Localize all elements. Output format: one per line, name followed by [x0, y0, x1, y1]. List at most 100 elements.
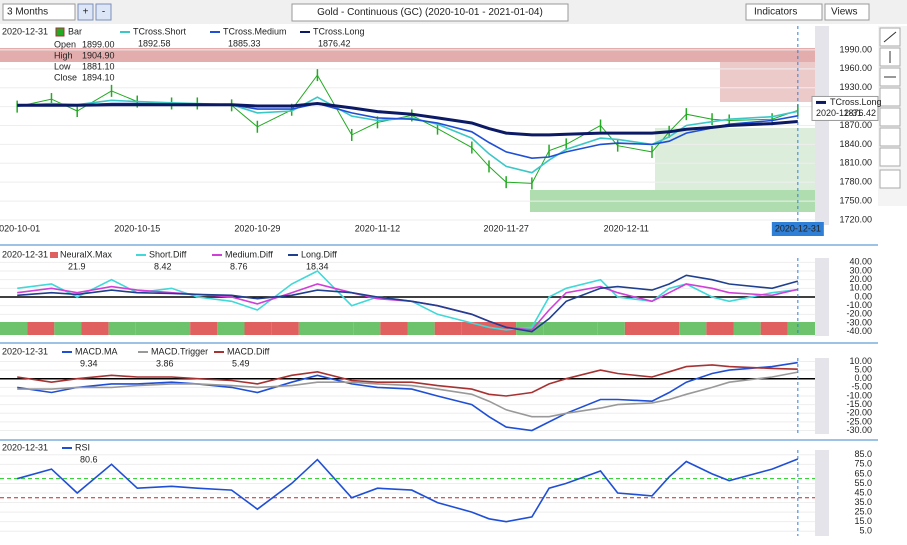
ohlc-name: Close	[54, 72, 77, 82]
cursor-date-box	[771, 222, 824, 236]
legend-value: 9.34	[80, 358, 98, 368]
support-zone	[655, 128, 828, 190]
indicators-label: Indicators	[754, 7, 797, 18]
zoom-out-button[interactable]	[95, 3, 112, 21]
series-line	[17, 361, 798, 432]
title-box	[291, 3, 569, 22]
legend-swatch	[50, 252, 58, 258]
tool-fib[interactable]	[879, 107, 901, 127]
x-tick-label: 2020-10-01	[0, 223, 40, 233]
y-tick-label: -30.00	[846, 425, 872, 435]
legend-name: NeuralX.Max	[60, 249, 113, 259]
y-tick-label: 5.00	[854, 364, 872, 374]
signal-block	[108, 322, 136, 335]
legend-name: MACD.MA	[75, 346, 118, 356]
series-line	[17, 371, 798, 418]
signal-block	[163, 322, 191, 335]
legend-name: MACD.Diff	[227, 346, 270, 356]
x-tick-label: 2020-10-29	[234, 223, 280, 233]
signal-block	[380, 322, 408, 335]
legend-name: Long.Diff	[301, 249, 337, 259]
y-tick-label: 85.0	[854, 449, 872, 459]
ohlc-name: Low	[54, 61, 71, 71]
range-dropdown[interactable]	[2, 3, 76, 21]
tooltip-name: TCross.Long	[830, 97, 882, 107]
y-tick-label: 40.00	[849, 257, 872, 267]
zoom-in-label: +	[83, 7, 89, 18]
ohlc-value: 1899.00	[82, 39, 115, 49]
signal-block	[81, 322, 109, 335]
legend-name: TCross.Medium	[223, 26, 287, 36]
signal-block	[489, 322, 517, 335]
y-tick-label: 1750.00	[839, 195, 872, 205]
y-tick-label: 1990.00	[839, 44, 872, 54]
views-label: Views	[831, 7, 858, 18]
y-tick-label: 1840.00	[839, 139, 872, 149]
signal-block	[624, 322, 652, 335]
signal-block	[679, 322, 707, 335]
legend-value: 8.76	[230, 261, 248, 271]
ohlc-name: High	[54, 50, 73, 60]
y-tick-label: -20.00	[846, 309, 872, 319]
zoom-in-button[interactable]	[77, 3, 94, 21]
tool-measure[interactable]	[879, 127, 901, 147]
signal-block	[570, 322, 598, 335]
y-tick-label: 20.00	[849, 274, 872, 284]
legend-name: Short.Diff	[149, 249, 187, 259]
signal-block	[271, 322, 299, 335]
tool-text[interactable]	[879, 147, 901, 167]
tool-channel[interactable]	[879, 87, 901, 107]
signal-block	[733, 322, 761, 335]
signal-block	[353, 322, 381, 335]
signal-block	[787, 322, 815, 335]
tooltip-value: 1876.42	[843, 108, 876, 118]
y-tick-label: 30.00	[849, 265, 872, 275]
x-tick-label: 2020-11-27	[483, 223, 528, 233]
y-tick-label: 1960.00	[839, 63, 872, 73]
y-tick-label: 15.0	[854, 516, 872, 526]
ohlc-value: 1904.90	[82, 50, 115, 60]
axis-scroll	[815, 26, 829, 225]
y-tick-label: 10.00	[849, 356, 872, 366]
legend-value: 1876.42	[318, 38, 351, 48]
legend-name: Medium.Diff	[225, 249, 273, 259]
legend-value: 1885.33	[228, 38, 261, 48]
legend-name: TCross.Long	[313, 26, 365, 36]
y-tick-label: -15.00	[846, 399, 872, 409]
signal-block	[190, 322, 218, 335]
signal-block	[326, 322, 354, 335]
tool-note[interactable]	[879, 169, 901, 189]
y-tick-label: 0.00	[854, 291, 872, 301]
x-tick-label: 2020-12-11	[604, 223, 649, 233]
legend-date: 2020-12-31	[2, 249, 48, 259]
signal-block	[27, 322, 55, 335]
tooltip	[811, 95, 879, 121]
chart-title: Gold - Continuous (GC) (2020-10-01 - 202…	[317, 7, 543, 18]
y-tick-label: -10.00	[846, 300, 872, 310]
zoom-out-label: -	[102, 7, 105, 18]
y-tick-label: -10.00	[846, 390, 872, 400]
y-tick-label: 25.0	[854, 506, 872, 516]
y-tick-label: 0.00	[854, 373, 872, 383]
signal-block	[0, 322, 28, 335]
legend-value: 8.42	[154, 261, 172, 271]
signal-block	[434, 322, 462, 335]
legend-value: 1892.58	[138, 38, 171, 48]
y-tick-label: 65.0	[854, 468, 872, 478]
y-tick-label: 1870.00	[839, 120, 872, 130]
indicators-button[interactable]	[745, 3, 823, 21]
series-line	[17, 101, 798, 137]
y-tick-label: -5.00	[851, 382, 872, 392]
y-tick-label: 5.0	[859, 526, 872, 536]
legend-date: 2020-12-31	[2, 442, 48, 452]
y-tick-label: 10.00	[849, 283, 872, 293]
tooltip-date: 2020-12-31	[816, 108, 862, 118]
y-tick-label: 1780.00	[839, 177, 872, 187]
signal-block	[760, 322, 788, 335]
axis-scroll	[815, 450, 829, 536]
legend-value: 21.9	[68, 261, 86, 271]
signal-block	[407, 322, 435, 335]
views-button[interactable]	[824, 3, 870, 21]
legend-value: 3.86	[156, 358, 174, 368]
legend-name: Bar	[68, 26, 82, 36]
